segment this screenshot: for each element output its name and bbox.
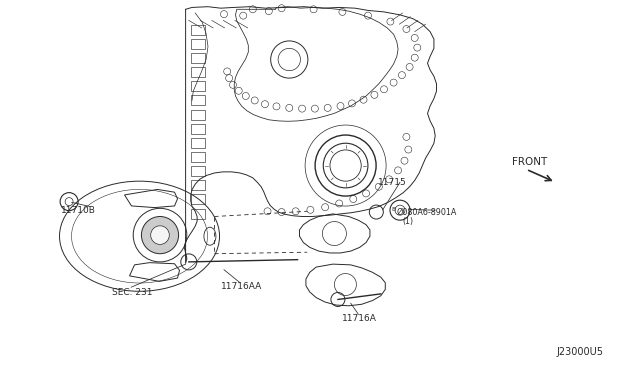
Text: 11716AA: 11716AA (221, 282, 262, 291)
Bar (191, 25, 205, 35)
Text: FRONT: FRONT (512, 157, 547, 167)
Bar (191, 166, 205, 176)
Bar (191, 138, 205, 148)
Text: 11715: 11715 (378, 178, 406, 187)
Bar (191, 81, 205, 91)
Bar (191, 96, 205, 105)
Bar (191, 209, 205, 218)
Text: 11710B: 11710B (61, 206, 95, 215)
Bar (191, 152, 205, 162)
Text: (1): (1) (402, 217, 413, 226)
Bar (191, 39, 205, 49)
Bar (191, 124, 205, 134)
Bar (191, 195, 205, 204)
Text: B: B (392, 207, 396, 212)
Text: Ø080A6-8901A: Ø080A6-8901A (397, 208, 457, 217)
Bar (191, 67, 205, 77)
Bar (191, 180, 205, 190)
Bar (191, 110, 205, 119)
Bar (191, 53, 205, 63)
Circle shape (141, 217, 179, 254)
Circle shape (150, 226, 170, 244)
Text: SEC. 231: SEC. 231 (112, 288, 152, 296)
Text: J23000U5: J23000U5 (557, 347, 604, 356)
Text: 11716A: 11716A (342, 314, 377, 323)
